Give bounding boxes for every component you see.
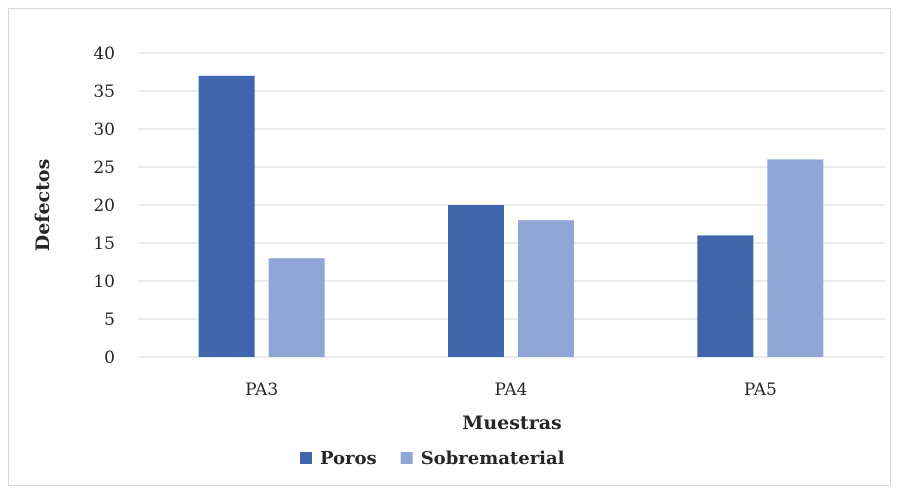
y-tick-label: 25 bbox=[93, 158, 115, 178]
y-tick-label: 30 bbox=[93, 120, 115, 140]
x-axis-title: Muestras bbox=[462, 412, 561, 434]
x-tick-label: PA3 bbox=[245, 380, 278, 400]
y-tick-label: 35 bbox=[93, 82, 115, 102]
x-tick-label: PA5 bbox=[744, 380, 777, 400]
legend-swatch-poros bbox=[300, 452, 312, 464]
y-tick-label: 15 bbox=[93, 234, 115, 254]
y-tick-label: 0 bbox=[104, 348, 115, 368]
bar-poros-pa4 bbox=[448, 205, 504, 357]
y-tick-label: 20 bbox=[93, 196, 115, 216]
bar-sobrematerial-pa5 bbox=[767, 159, 824, 357]
bars bbox=[198, 75, 824, 358]
legend-label-poros: Poros bbox=[320, 448, 377, 469]
legend-label-sobrematerial: Sobrematerial bbox=[421, 448, 565, 469]
y-tick-label: 10 bbox=[93, 272, 115, 292]
legend: Poros Sobrematerial bbox=[300, 448, 565, 469]
bar-sobrematerial-pa4 bbox=[518, 220, 574, 357]
bar-poros-pa5 bbox=[697, 235, 754, 357]
legend-swatch-sobrematerial bbox=[400, 452, 413, 464]
y-tick-label: 40 bbox=[93, 44, 115, 64]
y-axis-ticks: 0 5 10 15 20 25 30 35 40 bbox=[93, 44, 115, 368]
bar-poros-pa3 bbox=[198, 75, 255, 358]
bar-sobrematerial-pa3 bbox=[268, 258, 325, 357]
x-tick-label: PA4 bbox=[495, 380, 528, 400]
y-tick-label: 5 bbox=[104, 310, 115, 330]
x-axis-ticks: PA3 PA4 PA5 bbox=[245, 380, 777, 400]
gridlines bbox=[137, 52, 885, 358]
y-axis-title: Defectos bbox=[32, 159, 54, 252]
